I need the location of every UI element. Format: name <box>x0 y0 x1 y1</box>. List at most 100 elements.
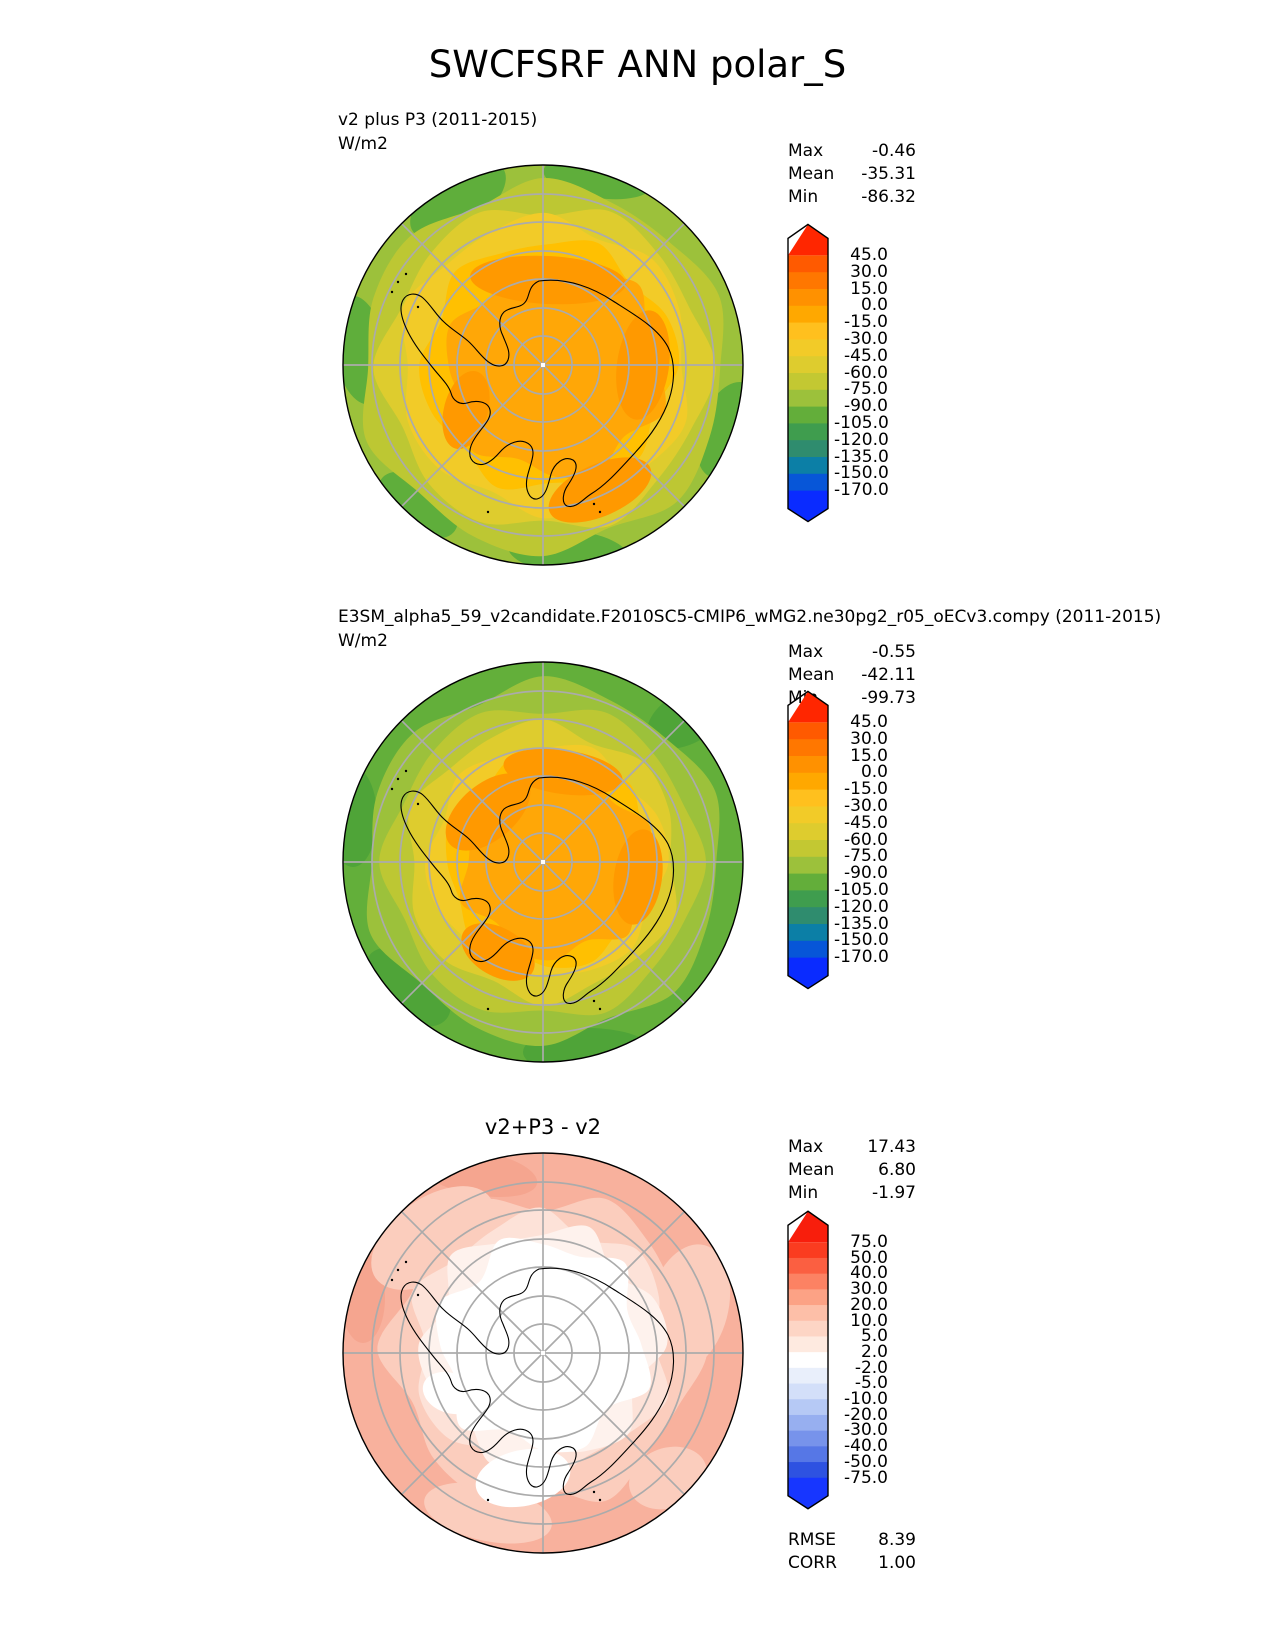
colorbar-tick-label: 10.0 <box>850 1310 888 1331</box>
map-panel-1 <box>342 164 744 566</box>
colorbar-tick-label: -135.0 <box>834 913 889 934</box>
map-fill-bands <box>343 1153 743 1553</box>
colorbar-tick-label: 45.0 <box>850 245 888 265</box>
stat-label: Mean <box>788 1160 835 1180</box>
colorbar-tick-label: -135.0 <box>834 446 889 467</box>
map-panel-3 <box>342 1152 744 1554</box>
stat-corr-row: CORR 1.00 <box>788 1552 916 1575</box>
stat-value: -35.31 <box>861 164 916 184</box>
stat-mean-row: Mean -35.31 <box>788 163 916 186</box>
colorbar-tick-label: -105.0 <box>834 413 889 433</box>
colorbar-tick-label: -10.0 <box>844 1389 888 1409</box>
colorbar-tick-label: -120.0 <box>834 896 889 917</box>
map-boundary <box>342 661 744 1063</box>
colorbar-tick-label: -60.0 <box>844 829 888 850</box>
colorbar-tick-label: 0.0 <box>860 762 888 783</box>
colorbar-tick-label: -170.0 <box>834 947 889 968</box>
stat-value: -1.97 <box>872 1183 916 1203</box>
stat-min-row: Min -1.97 <box>788 1182 916 1205</box>
colorbar-tick-label: 30.0 <box>850 728 888 749</box>
colorbar-tick-label: -105.0 <box>834 880 889 900</box>
stat-mean-row: Mean 6.80 <box>788 1159 916 1182</box>
colorbar-tick-label: 30.0 <box>850 1279 888 1300</box>
colorbar-tick-label: -45.0 <box>844 812 888 833</box>
map-boundary <box>342 164 744 566</box>
stat-label: Min <box>788 187 819 207</box>
colorbar-tick-label: 40.0 <box>850 1263 888 1284</box>
colorbar-tick-label: 45.0 <box>850 712 888 732</box>
colorbar-bar <box>787 223 829 523</box>
colorbar-tick-label: -40.0 <box>844 1436 888 1457</box>
antarctica-coastline <box>400 1267 675 1496</box>
colorbar-tick-label: -5.0 <box>854 1373 888 1394</box>
panel1-stats: Max -0.46 Mean -35.31 Min -86.32 <box>788 140 916 209</box>
stat-value: -0.46 <box>872 141 916 161</box>
panel2-label: E3SM_alpha5_59_v2candidate.F2010SC5-CMIP… <box>338 607 1162 627</box>
stat-value: -42.11 <box>861 665 916 685</box>
stat-value: 6.80 <box>878 1160 916 1180</box>
colorbar-tick-label: -60.0 <box>844 362 888 383</box>
colorbar-tick-label: -120.0 <box>834 429 889 450</box>
stat-label: CORR <box>788 1553 837 1573</box>
colorbar-tick-label: -90.0 <box>844 863 888 884</box>
panel2-stats: Max -0.55 Mean -42.11 Min -99.73 <box>788 641 916 710</box>
stat-max-row: Max 17.43 <box>788 1136 916 1159</box>
colorbar-tick-label: -20.0 <box>844 1404 888 1425</box>
colorbar-tick-label: -30.0 <box>844 796 888 816</box>
map-panel-2 <box>342 661 744 1063</box>
colorbar-panel-1: 45.0 30.0 15.0 0.0 -15.0 -30.0 -45.0 -60.0 -75.0… <box>786 223 896 524</box>
stat-label: Mean <box>788 665 835 685</box>
stat-min-row: Min -86.32 <box>788 186 916 209</box>
colorbar-tick-label: 75.0 <box>850 1232 888 1252</box>
colorbar-under-arrow <box>788 490 828 522</box>
stat-value: 8.39 <box>878 1530 916 1550</box>
panel1-label: v2 plus P3 (2011-2015) <box>338 110 538 130</box>
map-boundary <box>342 1152 744 1554</box>
stat-label: RMSE <box>788 1530 837 1550</box>
pole-dot <box>541 860 545 864</box>
colorbar-tick-label: -75.0 <box>844 846 888 867</box>
colorbar-over-arrow <box>788 691 828 723</box>
stat-label: Max <box>788 642 824 662</box>
colorbar-tick-label: 30.0 <box>850 261 888 282</box>
colorbar-tick-label: 50.0 <box>850 1247 888 1268</box>
colorbar-panel-3: 75.0 50.0 40.0 30.0 20.0 10.0 5.0 2.0 -2.0 -5.0 -1… <box>786 1210 896 1512</box>
colorbar-over-arrow <box>788 224 828 256</box>
panel2-units-label: W/m2 <box>338 631 388 651</box>
colorbar-tick-label: -90.0 <box>844 396 888 417</box>
antarctica-coastline <box>400 776 675 1005</box>
stat-value: -99.73 <box>861 688 916 708</box>
stat-value: -86.32 <box>861 187 916 207</box>
map-fill-bands <box>343 662 743 1062</box>
colorbar-tick-label: 15.0 <box>850 745 888 766</box>
colorbar-under-arrow <box>788 957 828 989</box>
panel1-units-label: W/m2 <box>338 134 388 154</box>
colorbar-tick-label: 2.0 <box>860 1341 888 1362</box>
colorbar-tick-label: -50.0 <box>844 1451 888 1472</box>
colorbar-tick-label: -75.0 <box>844 379 888 400</box>
colorbar-panel-2: 45.0 30.0 15.0 0.0 -15.0 -30.0 -45.0 -60.0 -75.0… <box>786 690 896 991</box>
stat-value: 17.43 <box>867 1137 916 1157</box>
colorbar-tick-label: 20.0 <box>850 1294 888 1315</box>
stat-mean-row: Mean -42.11 <box>788 664 916 687</box>
stat-label: Mean <box>788 164 835 184</box>
map-fill-bands <box>343 165 743 565</box>
colorbar-tick-label: -170.0 <box>834 480 889 501</box>
panel3-extra-stats: RMSE 8.39 CORR 1.00 <box>788 1529 916 1575</box>
colorbar-tick-label: 15.0 <box>850 278 888 299</box>
colorbar-tick-label: -75.0 <box>844 1467 888 1488</box>
stat-max-row: Max -0.46 <box>788 140 916 163</box>
colorbar-tick-label: -30.0 <box>844 329 888 349</box>
stat-label: Min <box>788 1183 819 1203</box>
antarctica-coastline <box>400 279 675 508</box>
colorbar-tick-label: -15.0 <box>844 779 888 800</box>
pole-dot <box>541 363 545 367</box>
stat-max-row: Max -0.55 <box>788 641 916 664</box>
colorbar-tick-label: -15.0 <box>844 312 888 333</box>
colorbar-bar <box>787 690 829 990</box>
panel3-stats: Max 17.43 Mean 6.80 Min -1.97 <box>788 1136 916 1205</box>
stat-label: Max <box>788 1137 824 1157</box>
colorbar-tick-label: 0.0 <box>860 295 888 316</box>
stat-rmse-row: RMSE 8.39 <box>788 1529 916 1552</box>
